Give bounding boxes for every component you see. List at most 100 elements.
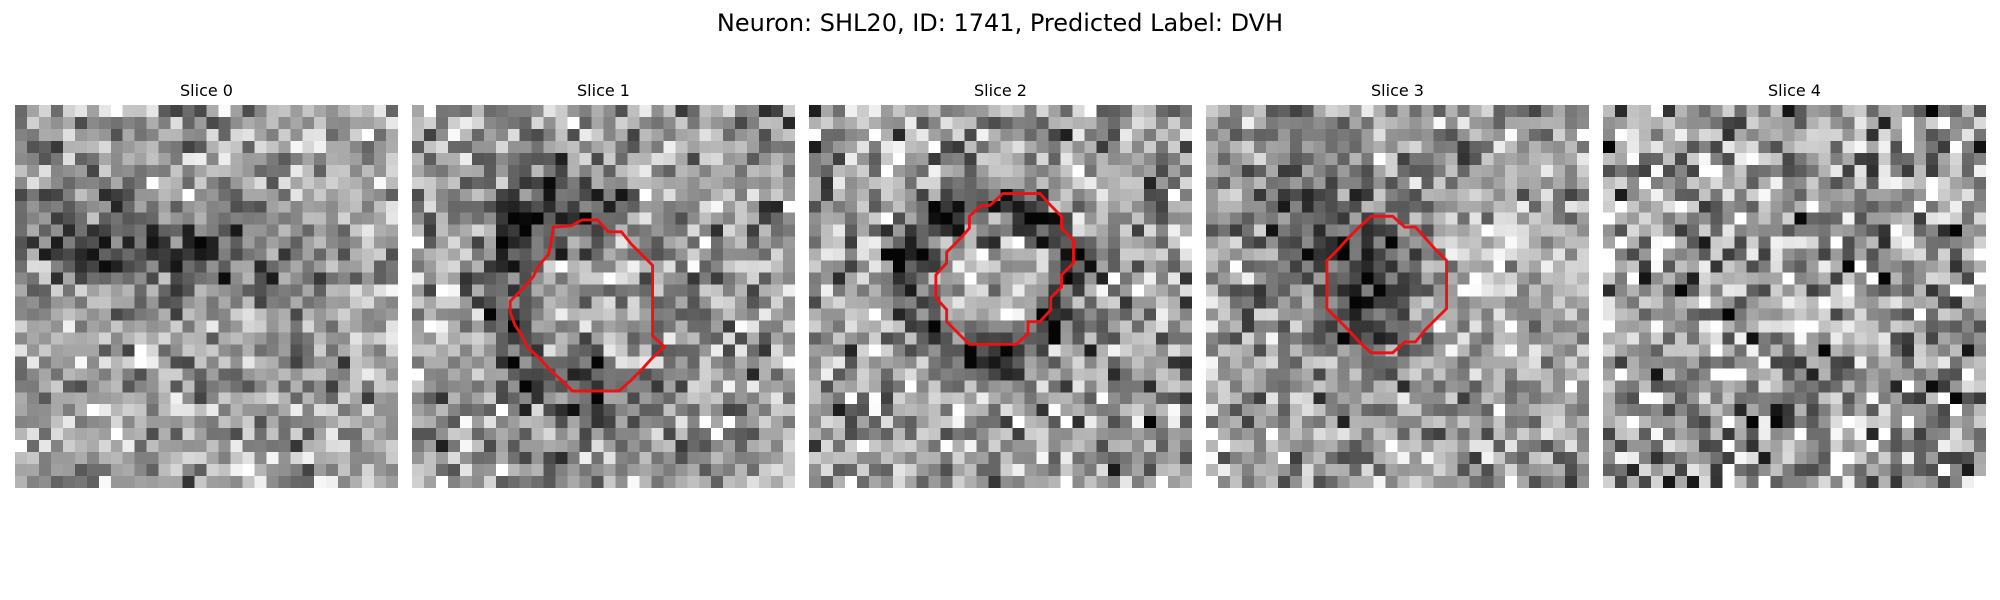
slice-pixel: [1770, 392, 1783, 405]
slice-pixel: [1072, 356, 1085, 369]
slice-pixel: [880, 200, 894, 213]
slice-pixel: [567, 164, 580, 178]
slice-pixel: [543, 116, 556, 130]
slice-pixel: [1072, 284, 1085, 297]
slice-pixel: [230, 260, 243, 273]
slice-pixel: [278, 404, 291, 417]
slice-pixel: [1626, 224, 1640, 237]
slice-pixel: [170, 236, 183, 249]
slice-pixel: [1337, 296, 1350, 309]
slice-pixel: [1253, 440, 1267, 453]
slice-pixel: [759, 392, 772, 405]
slice-pixel: [194, 392, 207, 405]
slice-pixel: [350, 464, 363, 477]
slice-pixel: [314, 428, 327, 441]
slice-pixel: [844, 440, 858, 453]
slice-pixel: [1108, 368, 1121, 381]
slice-pixel: [615, 248, 628, 261]
slice-pixel: [928, 224, 941, 237]
slice-pixel: [1409, 320, 1422, 333]
slice-pixel: [1529, 105, 1542, 118]
slice-pixel: [230, 452, 243, 465]
slice-pixel: [290, 356, 303, 369]
slice-pixel: [1962, 212, 1975, 225]
slice-pixel: [1132, 332, 1145, 345]
slice-pixel: [783, 464, 795, 477]
slice-pixel: [747, 164, 760, 178]
slice-pixel: [1241, 128, 1255, 142]
slice-pixel: [1361, 260, 1374, 273]
slice-pixel: [723, 224, 736, 237]
slice-pixel: [206, 272, 219, 285]
slice-pixel: [1036, 248, 1049, 261]
slice-pixel: [447, 440, 461, 453]
slice-pixel: [603, 176, 616, 190]
slice-pixel: [1650, 164, 1664, 178]
slice-pixel: [1806, 152, 1819, 166]
slice-pixel: [1481, 188, 1494, 201]
slice-pixel: [591, 308, 604, 321]
slice-pixel: [170, 164, 183, 178]
slice-pixel: [1746, 176, 1759, 190]
slice-pixel: [1120, 248, 1133, 261]
slice-pixel: [675, 356, 688, 369]
slice-pixel: [302, 320, 315, 333]
slice-pixel: [435, 188, 449, 201]
slice-pixel: [302, 332, 315, 345]
slice-pixel: [1517, 356, 1530, 369]
slice-pixel: [591, 404, 604, 417]
slice-pixel: [940, 140, 953, 154]
slice-pixel: [1072, 332, 1085, 345]
slice-pixel: [74, 464, 88, 477]
slice-pixel: [98, 428, 111, 441]
slice-pixel: [1734, 260, 1747, 273]
slice-pixel: [1301, 212, 1314, 225]
slice-pixel: [1818, 344, 1831, 357]
slice-pixel: [723, 260, 736, 273]
slice-pixel: [759, 356, 772, 369]
slice-pixel: [1626, 392, 1640, 405]
slice-pixel: [1962, 320, 1975, 333]
slice-pixel: [15, 368, 28, 381]
slice-pixel: [1096, 284, 1109, 297]
slice-pixel: [1553, 452, 1566, 465]
slice-pixel: [194, 236, 207, 249]
slice-pixel: [1650, 380, 1664, 393]
slice-pixel: [122, 428, 135, 441]
slice-pixel: [639, 356, 652, 369]
slice-pixel: [1108, 452, 1121, 465]
slice-pixel: [627, 368, 640, 381]
slice-pixel: [651, 380, 664, 393]
slice-pixel: [1385, 332, 1398, 345]
slice-pixel: [1806, 164, 1819, 178]
slice-pixel: [603, 272, 616, 285]
slice-pixel: [1758, 296, 1771, 309]
slice-pixel: [1361, 200, 1374, 213]
slice-pixel: [1048, 224, 1061, 237]
slice-pixel: [1686, 200, 1699, 213]
slice-pixel: [1096, 128, 1109, 142]
slice-pixel: [1289, 224, 1302, 237]
slice-pixel: [471, 248, 485, 261]
slice-pixel: [1481, 200, 1494, 213]
slice-pixel: [326, 248, 339, 261]
slice-pixel: [1217, 440, 1231, 453]
slice-pixel: [759, 248, 772, 261]
slice-pixel: [916, 248, 929, 261]
slice-pixel: [1626, 284, 1640, 297]
slice-pixel: [362, 260, 375, 273]
slice-pixel: [1048, 105, 1061, 118]
slice-panel-4: Slice 4: [1603, 81, 1986, 488]
slice-pixel: [1529, 452, 1542, 465]
slice-pixel: [1084, 308, 1097, 321]
slice-pixel: [759, 116, 772, 130]
slice-pixel: [483, 332, 497, 345]
slice-pixel: [543, 284, 556, 297]
slice-pixel: [747, 344, 760, 357]
slice-pixel: [86, 236, 100, 249]
slice-pixel: [1421, 152, 1434, 166]
slice-pixel: [579, 152, 592, 166]
slice-pixel: [1529, 332, 1542, 345]
slice-pixel: [1818, 260, 1831, 273]
slice-pixel: [1409, 308, 1422, 321]
